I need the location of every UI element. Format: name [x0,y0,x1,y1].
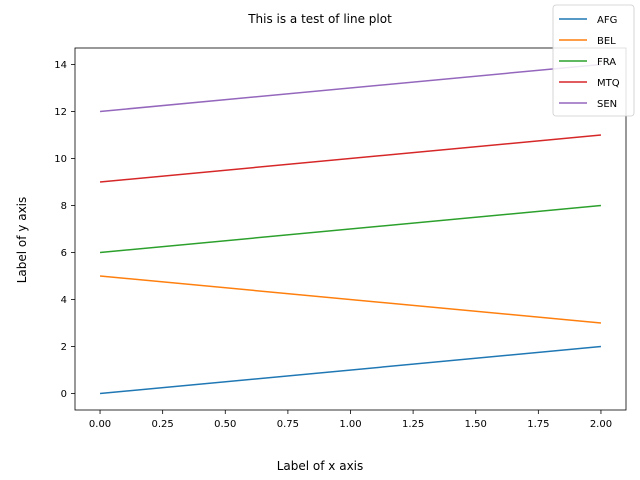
x-tick-label: 0.50 [214,419,236,430]
x-tick-label: 1.00 [339,419,361,430]
series-line-fra [99,204,602,254]
legend-label-afg: AFG [597,15,617,26]
x-axis-ticks: 0.00 0.25 0.50 0.75 1.00 1.25 1.50 1.75 2.00 [89,410,612,430]
x-tick-label: 0.00 [89,419,111,430]
series-line-bel [99,275,602,324]
legend-box [552,4,635,117]
legend-label-fra: FRA [597,57,616,68]
x-tick-label: 0.25 [152,419,174,430]
chart-title: This is a test of line plot [247,12,392,26]
y-tick-label: 6 [61,248,67,259]
x-tick-label: 1.50 [465,419,487,430]
legend-label-mtq: MTQ [597,78,620,89]
x-tick-label: 1.75 [527,419,549,430]
y-tick-label: 8 [61,201,67,212]
series-line-mtq [99,134,602,183]
x-tick-label: 2.00 [590,419,612,430]
y-axis-ticks: 0 2 4 6 8 10 12 14 [54,60,75,400]
y-tick-label: 4 [61,295,67,306]
y-tick-label: 2 [61,342,67,353]
series-line-afg [99,345,602,395]
y-tick-label: 12 [54,107,67,118]
x-axis-label: Label of x axis [277,459,364,473]
legend-label-bel: BEL [597,36,616,47]
y-axis-label: Label of y axis [15,197,29,284]
y-tick-label: 10 [54,154,67,165]
series-line-sen [99,63,602,113]
x-tick-label: 1.25 [402,419,424,430]
legend-label-sen: SEN [597,99,617,110]
plot-area [99,63,602,395]
x-tick-label: 0.75 [277,419,299,430]
y-tick-label: 0 [61,389,67,400]
legend: AFG BEL FRA MTQ SEN [552,4,635,117]
y-tick-label: 14 [54,60,67,71]
